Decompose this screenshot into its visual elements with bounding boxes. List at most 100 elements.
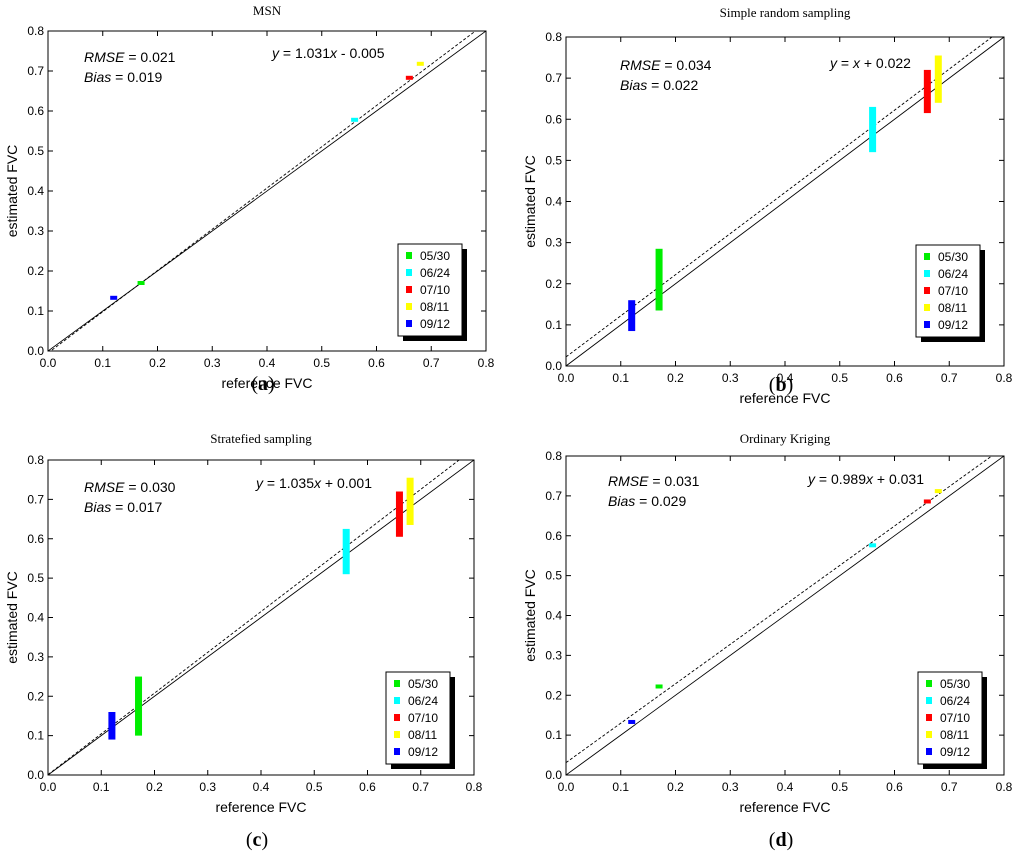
equation-rest: = 1.031 — [279, 45, 330, 61]
caption-letter: b — [775, 374, 786, 396]
x-tick-label: 0.0 — [558, 371, 575, 385]
y-tick-label: 0.2 — [27, 689, 44, 703]
y-tick-label: 0.6 — [27, 104, 44, 118]
y-tick-label: 0.8 — [545, 30, 562, 44]
x-tick-label: 0.5 — [831, 371, 848, 385]
data-bar-08-11 — [416, 61, 424, 66]
legend-label: 07/10 — [938, 284, 968, 298]
rmse-label: RMSE — [620, 57, 661, 73]
data-bar-06-24 — [342, 528, 350, 575]
legend-swatch — [924, 321, 930, 328]
legend-label: 07/10 — [420, 283, 450, 297]
plot-title: Ordinary Kriging — [740, 431, 831, 446]
legend-label: 05/30 — [408, 677, 438, 691]
x-tick-label: 0.8 — [996, 780, 1013, 794]
bias-text: Bias = 0.019 — [84, 69, 162, 85]
y-tick-label: 0.1 — [545, 728, 562, 742]
rmse-text: RMSE = 0.034 — [620, 57, 712, 73]
x-tick-label: 0.8 — [478, 356, 495, 370]
y-tick-label: 0.7 — [545, 71, 562, 85]
caption-letter: d — [775, 829, 786, 851]
fit-equation: y = 1.031x - 0.005 — [271, 45, 385, 61]
bias-label: Bias — [84, 499, 111, 515]
legend-swatch — [924, 304, 930, 311]
equation-tail: + 0.001 — [321, 475, 372, 491]
y-tick-label: 0.5 — [27, 571, 44, 585]
y-tick-label: 0.2 — [27, 264, 44, 278]
legend-swatch — [924, 253, 930, 260]
y-tick-label: 0.6 — [545, 112, 562, 126]
data-bar-06-24 — [351, 117, 359, 122]
y-tick-label: 0.1 — [545, 318, 562, 332]
bias-text: Bias = 0.029 — [608, 493, 686, 509]
y-axis-title: estimated FVC — [522, 569, 538, 662]
legend-label: 07/10 — [408, 711, 438, 725]
x-tick-label: 0.3 — [204, 356, 221, 370]
x-tick-label: 0.3 — [722, 371, 739, 385]
equation-y: y — [829, 55, 838, 71]
data-bar-09-12 — [108, 712, 116, 740]
legend-swatch — [926, 731, 932, 738]
y-tick-label: 0.0 — [27, 344, 44, 358]
x-axis-title: reference FVC — [215, 799, 306, 815]
bias-value: = 0.022 — [647, 77, 698, 93]
y-tick-label: 0.8 — [545, 449, 562, 463]
plot-title: MSN — [253, 3, 282, 18]
caption-letter: c — [253, 829, 262, 851]
legend-label: 06/24 — [938, 267, 968, 281]
panel-a: MSN 0.0 0.1 0.2 0.3 0.4 0.5 0.6 0.7 0.8 0.0 0.1 0.2 0… — [4, 3, 495, 395]
y-tick-label: 0.0 — [545, 768, 562, 782]
x-axis-title: reference FVC — [221, 375, 312, 391]
fit-line — [49, 31, 477, 351]
y-tick-label: 0.8 — [27, 453, 44, 467]
y-tick-label: 0.3 — [545, 236, 562, 250]
x-tick-label: 0.8 — [466, 780, 483, 794]
fit-equation: y = 1.035x + 0.001 — [255, 475, 372, 491]
data-bar-05-30 — [655, 684, 663, 689]
x-tick-label: 0.6 — [886, 371, 903, 385]
x-tick-label: 0.1 — [94, 356, 111, 370]
y-tick-label: 0.5 — [27, 144, 44, 158]
x-tick-label: 0.2 — [149, 356, 166, 370]
data-bar-09-12 — [110, 295, 118, 300]
rmse-text: RMSE = 0.031 — [608, 473, 700, 489]
legend-swatch — [926, 680, 932, 687]
x-tick-label: 0.4 — [253, 780, 270, 794]
x-tick-label: 0.4 — [777, 780, 794, 794]
y-tick-label: 0.1 — [27, 729, 44, 743]
data-bar-08-11 — [406, 477, 414, 525]
legend-swatch — [394, 748, 400, 755]
y-tick-label: 0.3 — [27, 650, 44, 664]
legend-swatch — [924, 287, 930, 294]
rmse-value: = 0.034 — [660, 57, 711, 73]
y-tick-label: 0.5 — [545, 569, 562, 583]
x-tick-label: 0.6 — [368, 356, 385, 370]
x-tick-label: 0.5 — [313, 356, 330, 370]
bias-text: Bias = 0.022 — [620, 77, 698, 93]
legend-label: 05/30 — [420, 249, 450, 263]
bias-label: Bias — [620, 77, 647, 93]
fit-line — [48, 460, 460, 775]
data-bar-05-30 — [135, 676, 143, 736]
data-bar-05-30 — [655, 248, 663, 311]
x-tick-label: 0.3 — [199, 780, 216, 794]
rmse-text: RMSE = 0.021 — [84, 49, 176, 65]
data-bar-07-10 — [395, 491, 403, 537]
x-tick-label: 0.1 — [612, 780, 629, 794]
y-tick-label: 0.4 — [545, 195, 562, 209]
legend-swatch — [406, 269, 412, 276]
equation-rest: = — [837, 55, 853, 71]
y-tick-label: 0.3 — [545, 648, 562, 662]
legend-swatch — [926, 748, 932, 755]
x-tick-label: 0.7 — [412, 780, 429, 794]
one-to-one-line — [48, 460, 474, 775]
legend-swatch — [406, 252, 412, 259]
rmse-value: = 0.021 — [124, 49, 175, 65]
y-tick-label: 0.7 — [27, 64, 44, 78]
x-axis-title: reference FVC — [739, 799, 830, 815]
y-tick-label: 0.4 — [27, 611, 44, 625]
legend-swatch — [394, 714, 400, 721]
data-bar-05-30 — [137, 281, 145, 285]
equation-tail: - 0.005 — [337, 45, 385, 61]
y-tick-label: 0.2 — [545, 277, 562, 291]
